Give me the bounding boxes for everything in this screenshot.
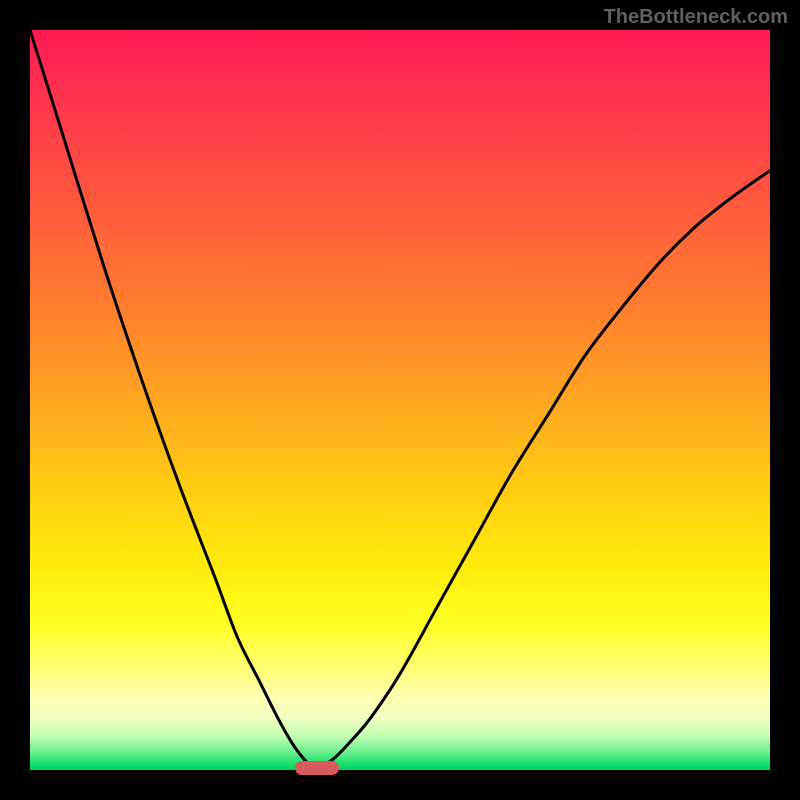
watermark-text: TheBottleneck.com [604,6,788,29]
minimum-marker [295,761,339,775]
bottleneck-curve [30,30,770,770]
